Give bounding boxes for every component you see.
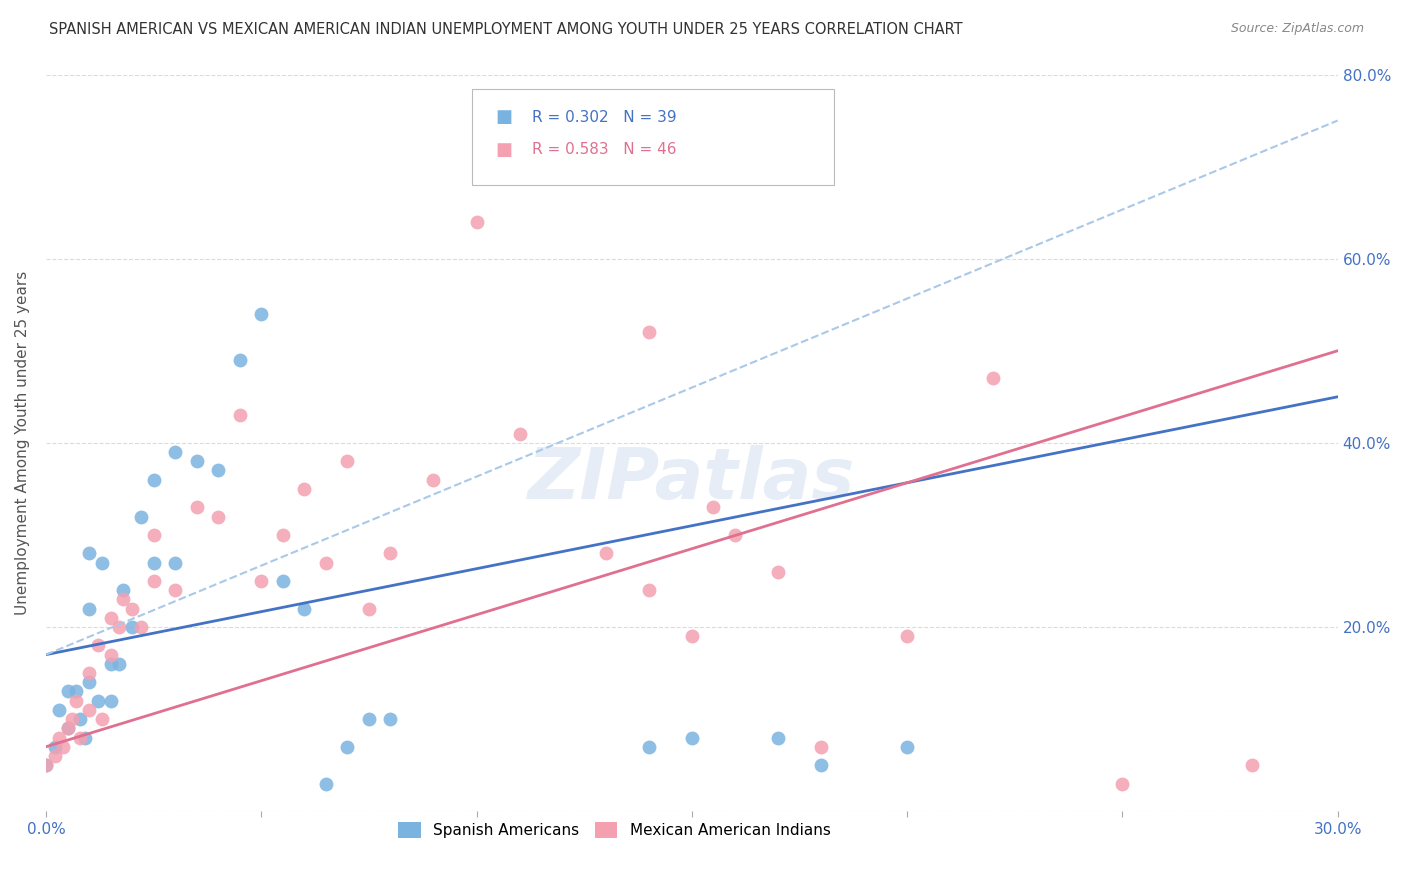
Point xyxy=(35,758,58,772)
Point xyxy=(142,556,165,570)
Point xyxy=(69,712,91,726)
Point xyxy=(77,675,100,690)
Point xyxy=(48,731,70,745)
Point xyxy=(422,473,444,487)
Point xyxy=(165,556,187,570)
Point xyxy=(77,601,100,615)
Point xyxy=(336,739,359,754)
Point xyxy=(112,583,135,598)
Point xyxy=(100,694,122,708)
Point xyxy=(681,731,703,745)
Point xyxy=(108,657,131,671)
Point xyxy=(810,739,832,754)
Point xyxy=(271,528,294,542)
Point xyxy=(91,556,114,570)
Point xyxy=(271,574,294,588)
Point xyxy=(1111,776,1133,790)
Point xyxy=(896,629,918,643)
Point xyxy=(250,307,273,321)
Point xyxy=(48,703,70,717)
Point xyxy=(52,739,75,754)
Point xyxy=(56,721,79,735)
Point xyxy=(228,353,250,368)
Point xyxy=(100,657,122,671)
Point xyxy=(86,694,108,708)
Point xyxy=(186,454,208,468)
Point xyxy=(380,712,402,726)
Point xyxy=(465,215,488,229)
Point xyxy=(165,583,187,598)
Text: SPANISH AMERICAN VS MEXICAN AMERICAN INDIAN UNEMPLOYMENT AMONG YOUTH UNDER 25 YE: SPANISH AMERICAN VS MEXICAN AMERICAN IND… xyxy=(49,22,963,37)
Point xyxy=(637,739,659,754)
Point xyxy=(336,454,359,468)
Point xyxy=(766,731,789,745)
Point xyxy=(77,703,100,717)
Point xyxy=(86,639,108,653)
Point xyxy=(112,592,135,607)
Point xyxy=(724,528,747,542)
Point xyxy=(91,712,114,726)
Text: Source: ZipAtlas.com: Source: ZipAtlas.com xyxy=(1230,22,1364,36)
Point xyxy=(65,684,87,698)
Point xyxy=(357,601,380,615)
Point xyxy=(108,620,131,634)
Legend: Spanish Americans, Mexican American Indians: Spanish Americans, Mexican American Indi… xyxy=(392,816,837,844)
Point xyxy=(44,748,66,763)
Point xyxy=(69,731,91,745)
Point xyxy=(766,565,789,579)
Text: R = 0.302   N = 39: R = 0.302 N = 39 xyxy=(531,110,676,125)
Point xyxy=(121,601,143,615)
Point xyxy=(142,574,165,588)
Point xyxy=(207,509,229,524)
Point xyxy=(100,648,122,662)
Point xyxy=(60,712,83,726)
Point xyxy=(380,546,402,560)
Text: R = 0.583   N = 46: R = 0.583 N = 46 xyxy=(531,142,676,157)
Point xyxy=(207,463,229,477)
Point xyxy=(77,546,100,560)
Point xyxy=(250,574,273,588)
Point xyxy=(129,620,152,634)
Point xyxy=(77,666,100,681)
Point xyxy=(595,160,617,174)
Text: ZIPatlas: ZIPatlas xyxy=(529,445,855,514)
Point xyxy=(56,721,79,735)
Point xyxy=(35,758,58,772)
Point xyxy=(810,758,832,772)
Text: ■: ■ xyxy=(495,141,512,159)
Point xyxy=(165,445,187,459)
Point xyxy=(44,739,66,754)
Text: ■: ■ xyxy=(495,108,512,127)
Point xyxy=(681,629,703,643)
Y-axis label: Unemployment Among Youth under 25 years: Unemployment Among Youth under 25 years xyxy=(15,271,30,615)
Point xyxy=(637,326,659,340)
Point xyxy=(315,776,337,790)
Point xyxy=(73,731,96,745)
Point xyxy=(981,371,1004,385)
Point xyxy=(142,528,165,542)
Point xyxy=(65,694,87,708)
Point xyxy=(292,482,315,496)
FancyBboxPatch shape xyxy=(472,89,834,185)
Point xyxy=(292,601,315,615)
Point xyxy=(637,583,659,598)
Point xyxy=(702,500,724,515)
Point xyxy=(121,620,143,634)
Point xyxy=(357,712,380,726)
Point xyxy=(100,611,122,625)
Point xyxy=(315,556,337,570)
Point xyxy=(186,500,208,515)
Point xyxy=(228,409,250,423)
Point xyxy=(1240,758,1263,772)
Point xyxy=(129,509,152,524)
Point xyxy=(509,426,531,441)
Point xyxy=(142,473,165,487)
Point xyxy=(56,684,79,698)
Point xyxy=(896,739,918,754)
Point xyxy=(595,546,617,560)
